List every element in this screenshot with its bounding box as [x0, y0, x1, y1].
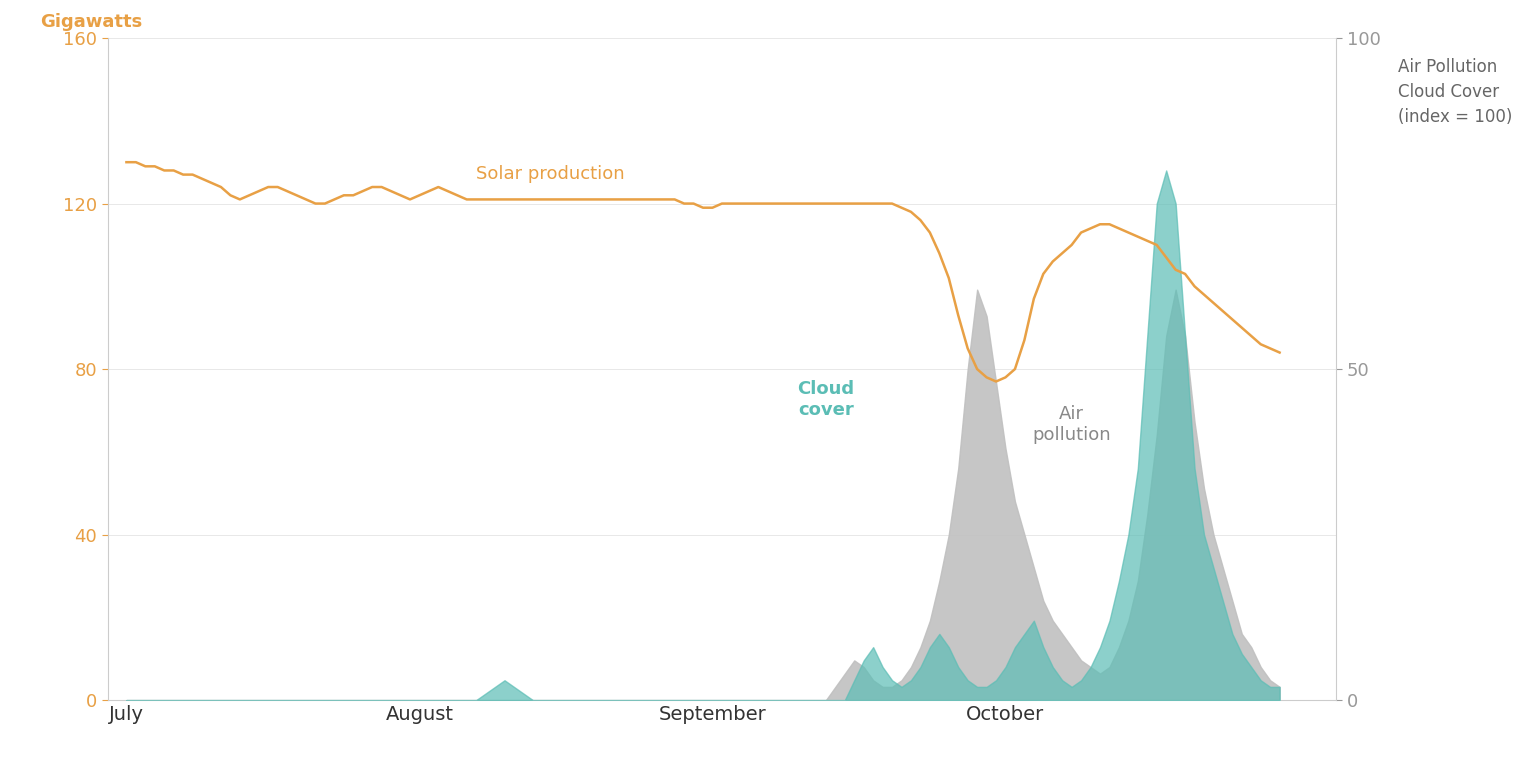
Text: Cloud
cover: Cloud cover [797, 380, 854, 419]
Text: Air
pollution: Air pollution [1032, 405, 1111, 444]
Text: Gigawatts: Gigawatts [40, 14, 143, 31]
Text: Solar production: Solar production [476, 164, 625, 183]
Text: Air Pollution
Cloud Cover
(index = 100): Air Pollution Cloud Cover (index = 100) [1398, 58, 1511, 126]
